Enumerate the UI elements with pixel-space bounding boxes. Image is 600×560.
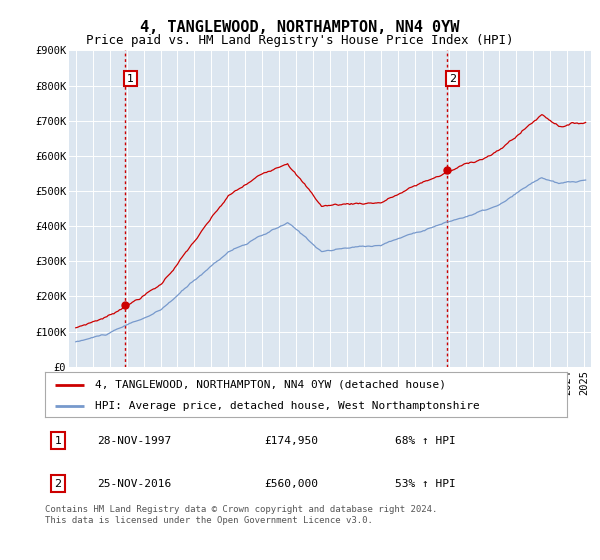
Text: 2: 2 [55,479,62,489]
Text: 53% ↑ HPI: 53% ↑ HPI [395,479,455,489]
Text: Contains HM Land Registry data © Crown copyright and database right 2024.
This d: Contains HM Land Registry data © Crown c… [45,505,437,525]
Point [120,301,130,310]
Text: £174,950: £174,950 [264,436,318,446]
Text: 25-NOV-2016: 25-NOV-2016 [97,479,172,489]
Text: HPI: Average price, detached house, West Northamptonshire: HPI: Average price, detached house, West… [95,401,479,411]
Point [442,165,451,174]
Text: 68% ↑ HPI: 68% ↑ HPI [395,436,455,446]
Text: 28-NOV-1997: 28-NOV-1997 [97,436,172,446]
Text: 4, TANGLEWOOD, NORTHAMPTON, NN4 0YW (detached house): 4, TANGLEWOOD, NORTHAMPTON, NN4 0YW (det… [95,380,446,390]
Text: 1: 1 [127,73,134,83]
Text: Price paid vs. HM Land Registry's House Price Index (HPI): Price paid vs. HM Land Registry's House … [86,34,514,46]
Text: 4, TANGLEWOOD, NORTHAMPTON, NN4 0YW: 4, TANGLEWOOD, NORTHAMPTON, NN4 0YW [140,20,460,35]
Text: 1: 1 [55,436,62,446]
Text: £560,000: £560,000 [264,479,318,489]
Text: 2: 2 [449,73,456,83]
